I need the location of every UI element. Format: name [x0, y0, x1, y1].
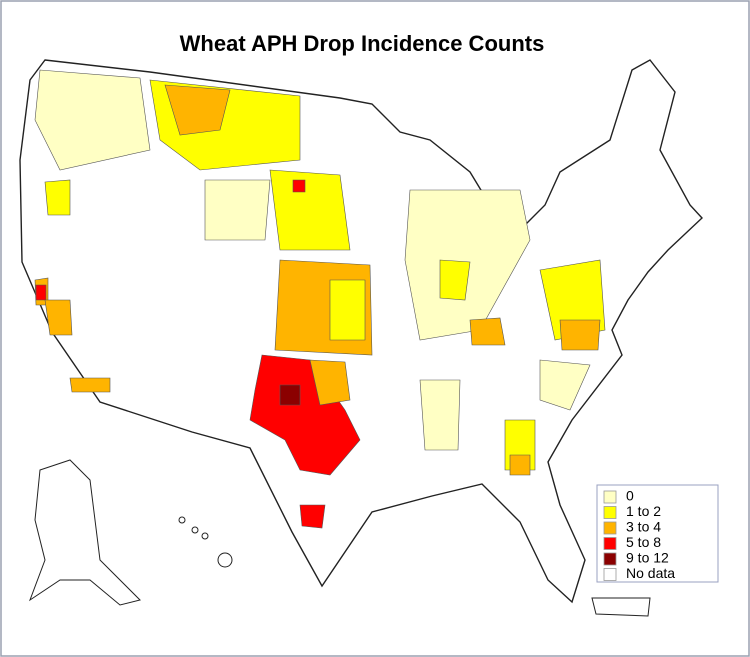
- legend-label: 3 to 4: [626, 519, 661, 535]
- legend-label: 9 to 12: [626, 550, 669, 566]
- region: [269, 169, 351, 251]
- puerto-rico: [591, 597, 651, 617]
- region: [419, 379, 461, 451]
- legend-swatch: [603, 552, 617, 566]
- region: [292, 179, 306, 193]
- region: [204, 179, 271, 241]
- region: [44, 299, 73, 336]
- region: [279, 384, 301, 406]
- hawaii: [178, 516, 233, 568]
- region: [329, 279, 366, 341]
- region: [35, 284, 47, 301]
- legend-label: 0: [626, 488, 634, 504]
- region: [44, 179, 71, 216]
- region: [69, 377, 111, 393]
- legend-label: 1 to 2: [626, 503, 661, 519]
- map-title: Wheat APH Drop Incidence Counts: [180, 31, 545, 56]
- legend-swatch: [603, 506, 617, 519]
- alaska: [28, 459, 141, 606]
- legend-swatch: [603, 537, 617, 550]
- legend-swatch: [603, 568, 617, 581]
- region: [309, 359, 351, 406]
- region: [469, 317, 506, 346]
- region: [439, 259, 471, 301]
- legend-label: 5 to 8: [626, 534, 661, 550]
- legend-swatch: [603, 521, 617, 535]
- region: [299, 504, 326, 529]
- us-map: [19, 59, 703, 617]
- legend-box: [596, 484, 719, 583]
- legend-label: No data: [626, 565, 675, 581]
- region: [539, 359, 591, 411]
- region: [509, 454, 531, 476]
- legend-swatch: [603, 490, 617, 504]
- region: [559, 319, 601, 351]
- region: [164, 84, 231, 136]
- region: [34, 69, 151, 171]
